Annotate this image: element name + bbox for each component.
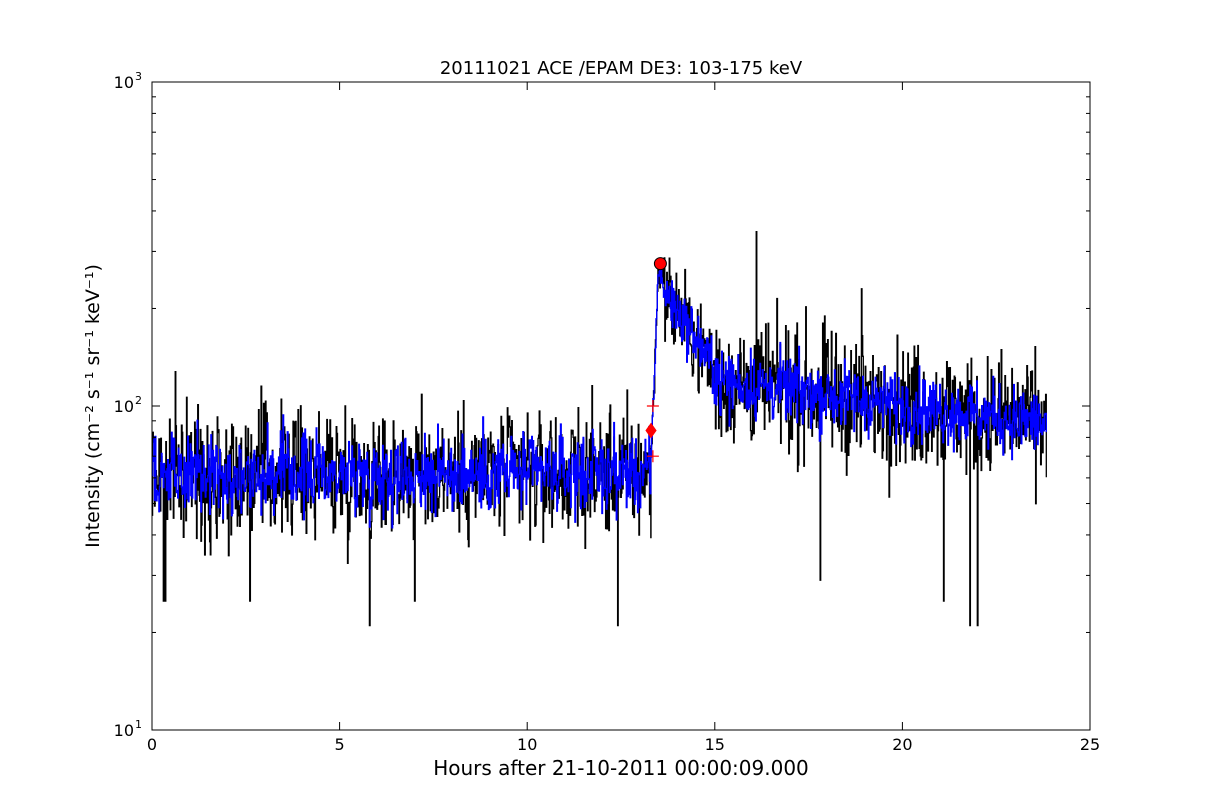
y-tick-label-2: 10 — [114, 73, 134, 92]
x-tick-label-4: 20 — [892, 735, 912, 754]
y-axis-label: Intensity (cm⁻² s⁻¹ sr⁻¹ keV⁻¹) — [82, 264, 104, 548]
onset-error-marker-3 — [646, 450, 659, 463]
y-tick-label-1: 10 — [114, 397, 134, 416]
onset-marker — [645, 422, 657, 439]
series-line-1 — [152, 266, 1047, 529]
y-tick-exponent-1: 2 — [135, 394, 142, 407]
x-tick-label-1: 5 — [335, 735, 345, 754]
x-tick-label-5: 25 — [1080, 735, 1100, 754]
x-tick-label-2: 10 — [517, 735, 537, 754]
plot-area — [152, 231, 1047, 627]
x-tick-label-0: 0 — [147, 735, 157, 754]
y-tick-exponent-2: 3 — [135, 70, 142, 83]
onset-error-marker-2 — [646, 400, 659, 412]
x-axis-label: Hours after 21-10-2011 00:00:09.000 — [433, 756, 809, 780]
x-tick-label-3: 15 — [705, 735, 725, 754]
y-tick-exponent-0: 1 — [135, 718, 142, 731]
chart-title: 20111021 ACE /EPAM DE3: 103-175 keV — [440, 58, 803, 79]
y-tick-label-0: 10 — [114, 721, 134, 740]
peak-marker — [653, 257, 667, 271]
